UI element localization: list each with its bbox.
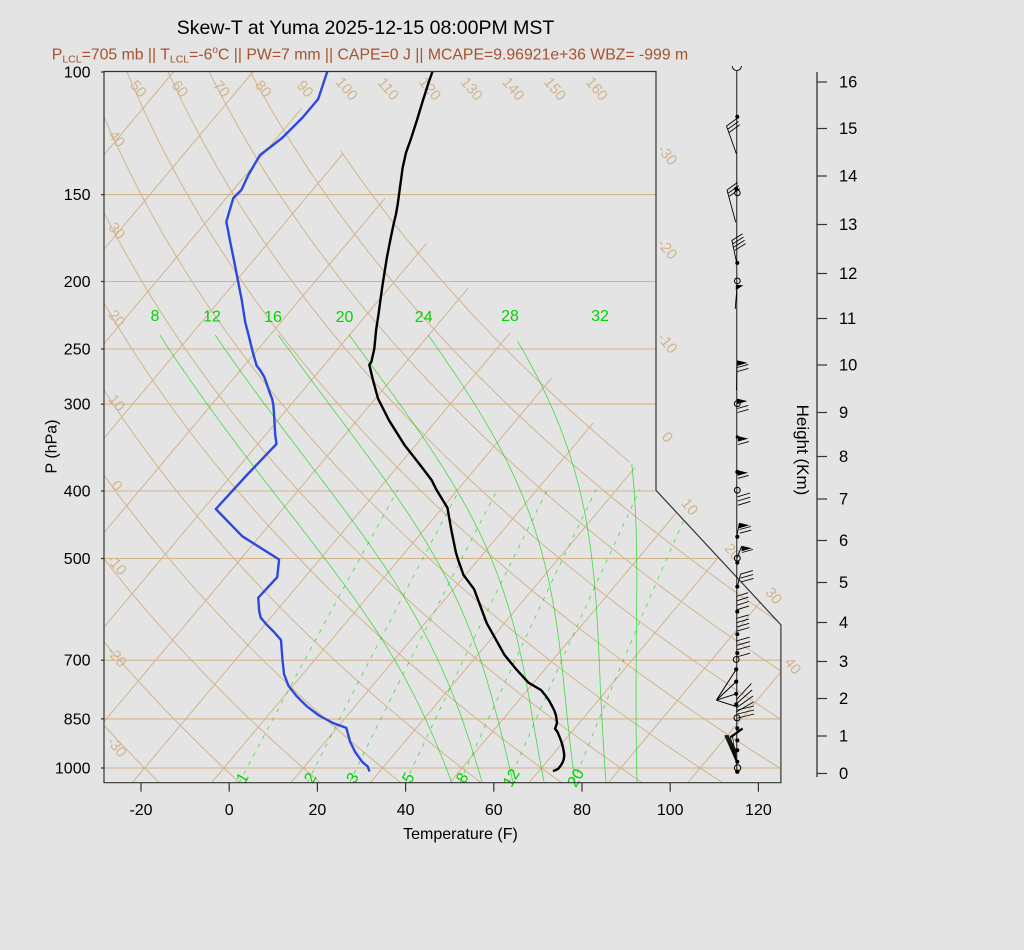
svg-text:-10: -10 (103, 551, 130, 579)
svg-text:20: 20 (721, 540, 745, 564)
svg-text:11: 11 (839, 310, 856, 328)
svg-text:-10: -10 (653, 330, 680, 358)
svg-text:130: 130 (457, 74, 486, 104)
svg-text:20: 20 (565, 766, 589, 790)
svg-text:8: 8 (151, 308, 160, 325)
svg-text:32: 32 (591, 308, 609, 325)
svg-text:10: 10 (105, 391, 129, 415)
svg-text:1000: 1000 (55, 761, 91, 778)
svg-text:1: 1 (839, 728, 848, 746)
svg-text:0: 0 (658, 429, 676, 446)
svg-text:15: 15 (839, 120, 857, 138)
svg-text:500: 500 (64, 551, 91, 568)
svg-text:10: 10 (839, 357, 857, 375)
svg-text:70: 70 (209, 77, 233, 101)
svg-text:-30: -30 (103, 733, 130, 761)
svg-text:9: 9 (839, 404, 848, 422)
svg-text:100: 100 (332, 74, 361, 104)
svg-text:6: 6 (839, 532, 848, 550)
svg-text:8: 8 (839, 448, 848, 466)
svg-text:700: 700 (64, 653, 91, 670)
svg-text:30: 30 (762, 584, 786, 608)
svg-text:1: 1 (234, 770, 253, 786)
svg-text:3: 3 (344, 770, 363, 786)
svg-text:2: 2 (839, 690, 848, 708)
svg-text:90: 90 (293, 77, 317, 101)
svg-text:50: 50 (126, 77, 150, 101)
svg-text:5: 5 (399, 770, 418, 786)
svg-text:100: 100 (64, 65, 91, 82)
svg-text:13: 13 (839, 216, 857, 234)
svg-text:80: 80 (573, 802, 591, 819)
svg-text:10: 10 (678, 495, 702, 519)
svg-text:Temperature (F): Temperature (F) (403, 826, 518, 843)
svg-text:8: 8 (453, 770, 472, 786)
svg-text:-30: -30 (653, 141, 680, 169)
svg-text:40: 40 (105, 127, 129, 151)
svg-text:Height (Km): Height (Km) (793, 405, 812, 496)
svg-text:24: 24 (415, 309, 433, 326)
svg-text:12: 12 (839, 265, 857, 283)
svg-text:100: 100 (657, 802, 684, 819)
svg-text:14: 14 (839, 168, 857, 186)
svg-text:30: 30 (105, 219, 129, 243)
svg-text:P (hPa): P (hPa) (44, 420, 61, 474)
svg-text:160: 160 (582, 74, 611, 104)
svg-text:28: 28 (501, 308, 519, 325)
svg-text:-20: -20 (129, 802, 152, 819)
svg-text:250: 250 (64, 342, 91, 359)
svg-text:40: 40 (397, 802, 415, 819)
svg-text:850: 850 (64, 711, 91, 728)
svg-text:0: 0 (839, 765, 848, 783)
svg-text:4: 4 (839, 614, 848, 632)
svg-text:20: 20 (309, 802, 327, 819)
svg-text:3: 3 (839, 653, 848, 671)
svg-text:140: 140 (498, 74, 527, 104)
svg-text:150: 150 (540, 74, 569, 104)
svg-text:110: 110 (374, 74, 402, 103)
svg-text:60: 60 (485, 802, 503, 819)
svg-text:-20: -20 (653, 236, 680, 264)
svg-text:150: 150 (64, 187, 91, 204)
svg-text:40: 40 (781, 654, 805, 678)
svg-text:120: 120 (745, 802, 772, 819)
svg-text:300: 300 (64, 397, 91, 414)
svg-text:16: 16 (839, 74, 857, 92)
svg-text:16: 16 (264, 309, 282, 326)
svg-text:12: 12 (500, 766, 524, 790)
svg-text:400: 400 (64, 484, 91, 501)
svg-text:0: 0 (225, 802, 234, 819)
svg-text:20: 20 (336, 309, 354, 326)
svg-text:7: 7 (839, 491, 848, 509)
svg-text:60: 60 (168, 77, 192, 101)
svg-text:12: 12 (203, 309, 221, 326)
svg-text:200: 200 (64, 274, 91, 291)
svg-text:5: 5 (839, 574, 848, 592)
